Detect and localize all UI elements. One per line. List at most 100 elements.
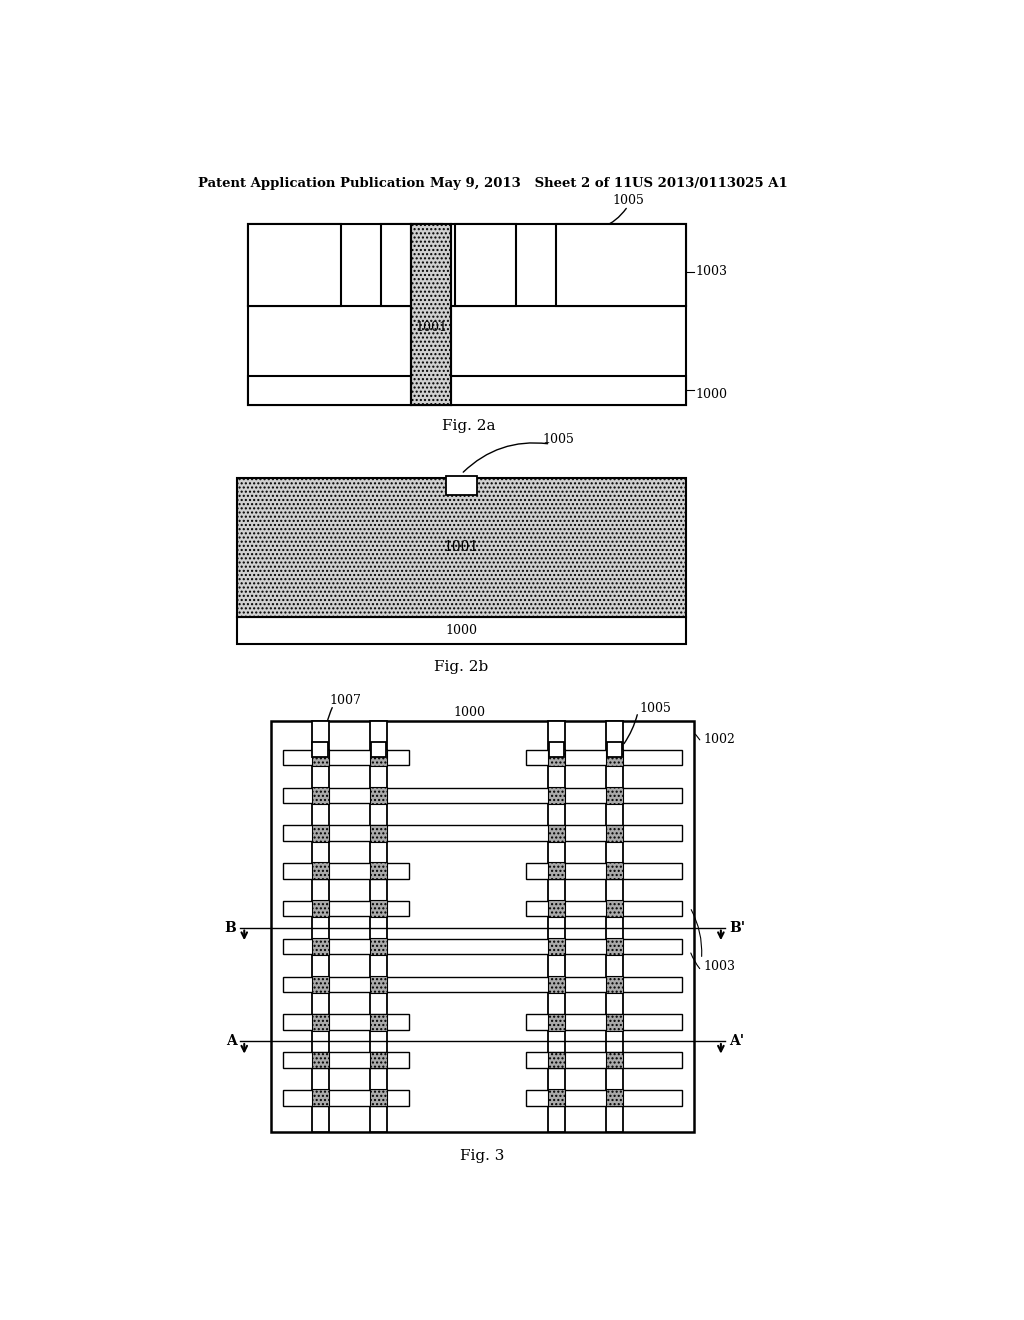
Bar: [370, 900, 387, 917]
Bar: [311, 1014, 329, 1031]
Text: 1000: 1000: [695, 388, 727, 400]
Bar: [371, 742, 386, 758]
Bar: [311, 862, 329, 879]
Bar: [312, 742, 328, 758]
Bar: [370, 975, 387, 993]
FancyArrowPatch shape: [695, 734, 699, 741]
Bar: [606, 748, 624, 766]
Bar: [370, 825, 387, 842]
Bar: [548, 787, 565, 804]
Bar: [526, 750, 682, 766]
Bar: [283, 788, 682, 803]
Bar: [445, 477, 477, 495]
FancyArrowPatch shape: [574, 209, 627, 230]
Bar: [556, 224, 686, 306]
Bar: [311, 900, 329, 917]
Bar: [548, 1014, 565, 1031]
Text: Fig. 2b: Fig. 2b: [434, 660, 488, 673]
Bar: [311, 939, 329, 954]
Text: A: A: [225, 1034, 237, 1048]
Bar: [311, 975, 329, 993]
Text: 1007: 1007: [329, 694, 360, 708]
Bar: [381, 224, 442, 306]
Bar: [311, 721, 329, 1133]
Bar: [548, 1089, 565, 1106]
Bar: [311, 1052, 329, 1068]
Text: 1002: 1002: [703, 733, 735, 746]
Bar: [283, 902, 409, 916]
Text: Fig. 2a: Fig. 2a: [442, 420, 496, 433]
Bar: [311, 1089, 329, 1106]
Bar: [548, 748, 565, 766]
Bar: [283, 1015, 409, 1030]
Bar: [607, 742, 623, 758]
Bar: [606, 825, 624, 842]
Text: US 2013/0113025 A1: US 2013/0113025 A1: [632, 177, 787, 190]
Text: B: B: [224, 920, 237, 935]
Bar: [549, 742, 564, 758]
Bar: [526, 1052, 682, 1068]
Text: Fig. 3: Fig. 3: [460, 1148, 505, 1163]
Bar: [548, 721, 565, 1133]
Text: 1001: 1001: [415, 321, 447, 334]
Bar: [606, 1014, 624, 1031]
Text: 1005: 1005: [542, 433, 574, 446]
Bar: [606, 900, 624, 917]
FancyArrowPatch shape: [691, 909, 701, 957]
Bar: [370, 1052, 387, 1068]
Bar: [370, 1089, 387, 1106]
Text: 1000: 1000: [453, 705, 485, 718]
Bar: [311, 748, 329, 766]
Text: 1001: 1001: [443, 540, 479, 554]
Bar: [526, 1015, 682, 1030]
FancyArrowPatch shape: [624, 714, 637, 743]
Bar: [271, 721, 693, 1133]
Bar: [606, 1052, 624, 1068]
Bar: [370, 748, 387, 766]
Text: A': A': [729, 1034, 744, 1048]
Bar: [283, 825, 682, 841]
Bar: [311, 787, 329, 804]
Bar: [370, 862, 387, 879]
Bar: [606, 975, 624, 993]
Bar: [283, 1090, 409, 1106]
Bar: [283, 977, 682, 993]
Bar: [283, 939, 682, 954]
Text: 1005: 1005: [640, 702, 672, 714]
Bar: [526, 1090, 682, 1106]
Bar: [526, 902, 682, 916]
Text: B': B': [729, 920, 745, 935]
Text: Patent Application Publication: Patent Application Publication: [198, 177, 425, 190]
Text: 1003: 1003: [703, 961, 735, 973]
Bar: [606, 721, 624, 1133]
Text: 1000: 1000: [445, 623, 477, 636]
Text: 1005: 1005: [612, 194, 644, 207]
Bar: [548, 862, 565, 879]
Bar: [248, 376, 686, 405]
Bar: [548, 900, 565, 917]
FancyArrowPatch shape: [463, 444, 548, 473]
Bar: [606, 862, 624, 879]
Bar: [370, 787, 387, 804]
Bar: [248, 224, 686, 405]
Bar: [283, 863, 409, 879]
Bar: [283, 750, 409, 766]
Text: 1003: 1003: [695, 265, 727, 279]
Bar: [606, 787, 624, 804]
FancyArrowPatch shape: [691, 953, 699, 969]
Bar: [606, 1089, 624, 1106]
Bar: [526, 863, 682, 879]
Text: May 9, 2013   Sheet 2 of 11: May 9, 2013 Sheet 2 of 11: [430, 177, 633, 190]
Bar: [248, 224, 341, 306]
Bar: [237, 616, 686, 644]
Bar: [370, 1014, 387, 1031]
Bar: [548, 939, 565, 954]
Bar: [283, 1052, 409, 1068]
Bar: [548, 1052, 565, 1068]
Bar: [411, 224, 452, 405]
Bar: [606, 939, 624, 954]
Bar: [237, 478, 686, 616]
Bar: [370, 721, 387, 1133]
Bar: [370, 939, 387, 954]
FancyArrowPatch shape: [325, 708, 332, 739]
